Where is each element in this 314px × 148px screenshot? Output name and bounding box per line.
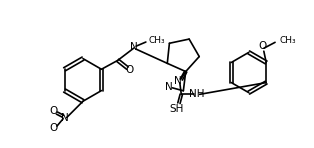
Text: N: N: [165, 82, 173, 92]
Text: N: N: [130, 42, 138, 52]
Text: NH: NH: [189, 89, 204, 99]
Text: N: N: [175, 76, 182, 86]
Text: CH₃: CH₃: [279, 36, 296, 45]
Text: SH: SH: [170, 104, 184, 114]
Text: O: O: [50, 123, 58, 133]
Text: CH₃: CH₃: [149, 36, 165, 45]
Text: O: O: [126, 65, 134, 75]
Text: O: O: [258, 41, 267, 51]
Text: O: O: [50, 106, 58, 116]
Text: N: N: [61, 112, 69, 123]
